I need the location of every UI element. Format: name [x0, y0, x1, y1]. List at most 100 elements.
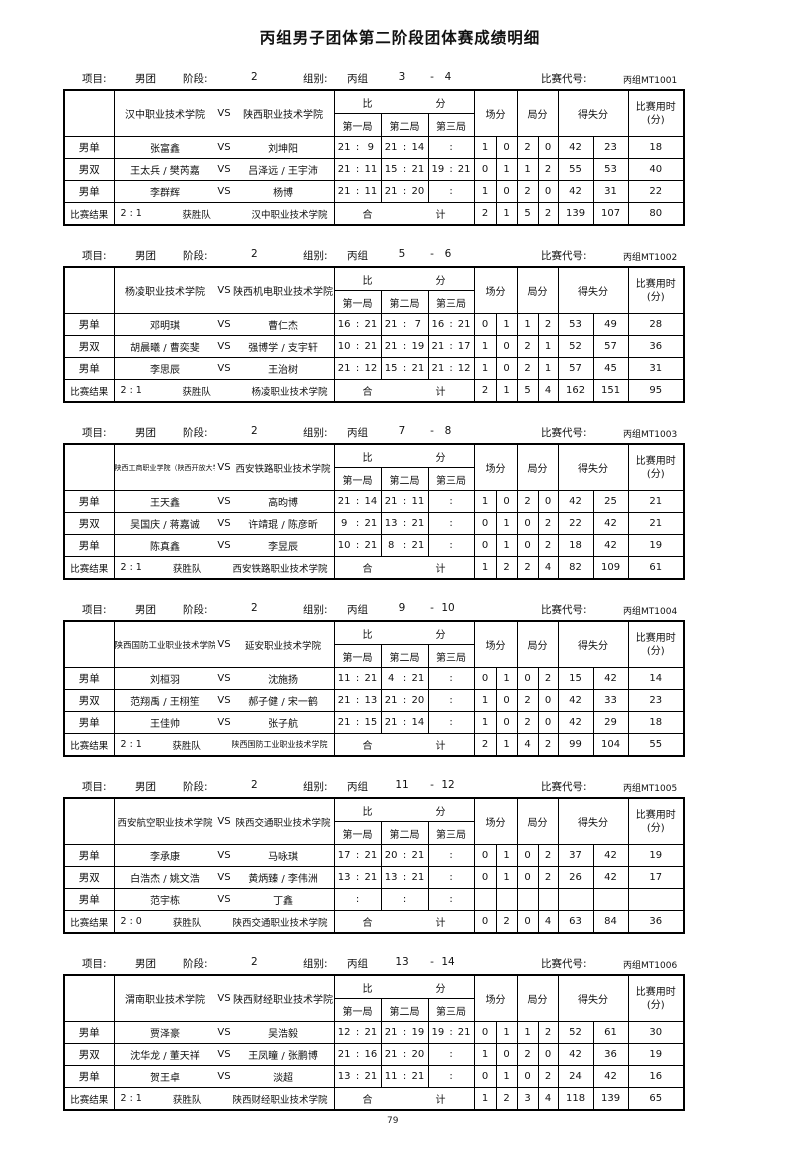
loss-points: 42 [592, 534, 629, 557]
player1-name: 范翔禹 / 王栩笙 [130, 697, 200, 708]
court-points-2: 1 [495, 158, 518, 181]
game1-header: 第一局 [333, 290, 382, 314]
player1-name: 王佳帅 [149, 719, 180, 730]
meta-range-start: 5 [398, 248, 406, 260]
vs-label: VS [217, 1071, 231, 1082]
tables-container: 项目: 男团 阶段: 2 组别: 丙组 3-4 比赛代号: 丙组MT1001 汉中职业技术学院 VS… [0, 70, 800, 1111]
teams-header-cell: 渭南职业技术学院 VS 陕西财经职业技术学院 [113, 974, 335, 1022]
gain-points: 22 [557, 512, 594, 535]
player1-name: 陈真鑫 [149, 542, 180, 553]
total-ji: 计 [435, 918, 446, 929]
vs-label: VS [217, 993, 231, 1004]
winner-label: 获胜队 [182, 209, 211, 221]
player1-name: 沈华龙 / 董天祥 [130, 1051, 200, 1062]
row-type-label: 男单 [63, 136, 115, 159]
game-points-2 [537, 888, 559, 911]
players-cell: 白浩杰 / 姚文浩 VS 黄炳臻 / 李伟洲 [113, 866, 335, 889]
loss-points: 42 [592, 512, 629, 535]
winner-label: 获胜队 [172, 917, 202, 929]
duration-line2: (分) [646, 999, 665, 1011]
meta-code-value: 丙组MT1006 [623, 961, 678, 971]
duration-cell: 21 [627, 512, 685, 535]
total-ji: 计 [435, 741, 446, 752]
vs-label: VS [217, 518, 231, 529]
court-points-1: 0 [473, 866, 497, 889]
players-cell: 贺王卓 VS 淡超 [113, 1065, 335, 1088]
score-header-bi: 比 [362, 629, 373, 641]
row-type-label: 男单 [63, 534, 115, 557]
game3-score: 21:12 [427, 357, 475, 380]
score-right: 21 [364, 319, 378, 330]
court-points-1: 1 [473, 1043, 497, 1066]
score-right: 21 [411, 363, 425, 374]
team1-name: 汉中职业技术学院 [124, 110, 205, 121]
game3-header: 第三局 [427, 998, 475, 1022]
total-loss: 104 [592, 733, 629, 757]
score-right: 12 [364, 363, 378, 374]
game-points-header: 局分 [516, 443, 559, 491]
duration-header: 比赛用时 (分) [627, 443, 685, 491]
court-points-1: 1 [473, 180, 497, 203]
score-colon: : [355, 186, 360, 197]
game-points-2: 2 [537, 1065, 559, 1088]
game-points-1: 2 [516, 1043, 539, 1066]
result-cell: 2 : 0 获胜队 陕西交通职业技术学院 [113, 910, 335, 934]
team2-name: 延安职业技术学院 [245, 640, 322, 652]
meta-stage-value: 2 [251, 71, 258, 83]
result-row-label: 比赛结果 [63, 1087, 115, 1111]
vs-label: VS [217, 108, 231, 119]
player2-name: 吕泽远 / 王宇沛 [248, 166, 318, 177]
duration-cell: 19 [627, 534, 685, 557]
page-number: 79 [387, 1116, 399, 1126]
player2-name: 沈施扬 [268, 675, 299, 686]
team2-name: 西安铁路职业技术学院 [235, 463, 331, 475]
vs-label: VS [217, 319, 231, 330]
gain-points: 42 [557, 711, 594, 734]
total-gain: 63 [557, 910, 594, 934]
row-type-label: 男单 [63, 1065, 115, 1088]
game-points-1 [516, 888, 539, 911]
vs-label: VS [217, 894, 231, 905]
team1-name: 陕西工商职业学院（陕西开放大学） [114, 463, 216, 472]
score-left: 16 [431, 319, 445, 330]
game2-header: 第二局 [380, 644, 429, 668]
total-gain: 82 [557, 556, 594, 580]
total-duration: 65 [627, 1087, 685, 1111]
total-court-2: 2 [495, 1087, 518, 1111]
result-cell: 2 : 1 获胜队 汉中职业技术学院 [113, 202, 335, 226]
match-row: 男双 吴国庆 / 蒋嘉诚 VS 许靖琨 / 陈彦昕 9:21 13:21:0 1 0 2 22 42… [63, 512, 685, 535]
meta-item-label: 项目: [82, 427, 107, 439]
game1-header: 第一局 [333, 467, 382, 491]
meta-stage-label: 阶段: [183, 73, 208, 85]
score-colon: : [402, 894, 407, 905]
score-left: 20 [384, 850, 398, 861]
row-type-label: 男双 [63, 158, 115, 181]
game3-score: : [427, 180, 475, 203]
game1-score: 21:15 [333, 711, 382, 734]
total-he: 合 [362, 741, 373, 752]
loss-points: 23 [592, 136, 629, 159]
meta-group-value: 丙组 [347, 781, 368, 793]
score-colon: : [402, 540, 407, 551]
gain-loss-header: 得失分 [557, 266, 629, 314]
game2-score: 21:20 [380, 180, 429, 203]
meta-row: 项目: 男团 阶段: 2 组别: 丙组 11 -12 比赛代号: 丙组MT1005 [63, 778, 683, 794]
duration-cell: 16 [627, 1065, 685, 1088]
court-points-1: 0 [473, 512, 497, 535]
result-row: 比赛结果 2 : 1 获胜队 汉中职业技术学院合计 2 1 5 2 139 107 80 [63, 202, 685, 226]
result-row-label: 比赛结果 [63, 556, 115, 580]
vs-label: VS [217, 496, 231, 507]
total-he: 合 [362, 1095, 373, 1106]
game3-score: 19:21 [427, 158, 475, 181]
score-colon: : [355, 1027, 360, 1038]
row-type-label: 男双 [63, 866, 115, 889]
teams-header-cell: 汉中职业技术学院 VS 陕西职业技术学院 [113, 89, 335, 137]
player1-name: 邓明琪 [149, 321, 180, 332]
score-colon: : [355, 142, 360, 153]
game2-score: 21:20 [380, 689, 429, 712]
teams-header-cell: 陕西国防工业职业技术学院 VS 延安职业技术学院 [113, 620, 335, 668]
meta-code-value: 丙组MT1002 [623, 253, 678, 263]
match-row: 男单 贺王卓 VS 淡超 13:21 11:21:0 1 0 2 24 42 16 [63, 1065, 685, 1088]
court-points-header: 场分 [473, 443, 518, 491]
meta-group-label: 组别: [303, 427, 328, 439]
